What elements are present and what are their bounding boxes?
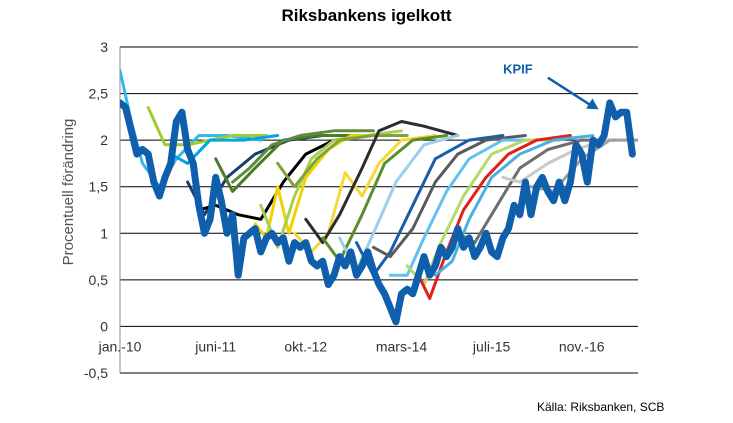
y-tick-label: -0,5: [84, 365, 108, 381]
y-tick-label: 3: [100, 39, 108, 55]
plot-area: [120, 68, 638, 326]
x-tick-label: nov.-16: [559, 338, 605, 354]
forecast-series-line: [304, 120, 460, 245]
y-tick-label: 0: [100, 318, 108, 334]
annotation-arrow-shaft: [547, 76, 594, 108]
x-tick-label: okt.-12: [284, 338, 327, 354]
kpif-series-line: [120, 99, 636, 326]
x-tick-label: juli-15: [472, 338, 511, 354]
chart-title: Riksbankens igelkott: [281, 6, 452, 25]
x-tick-label: mars-14: [376, 338, 428, 354]
forecast-series-line: [416, 134, 572, 300]
y-tick-label: 2,5: [89, 86, 109, 102]
forecast-series-line: [433, 134, 595, 277]
forecast-series-line: [371, 134, 527, 259]
x-tick-label: juni-11: [194, 338, 236, 354]
annotation-label: KPIF: [503, 62, 533, 77]
forecast-series-line: [276, 134, 409, 189]
forecast-series-line: [214, 134, 353, 193]
forecast-series-line: [169, 134, 280, 165]
y-axis-title: Procentuell förändring: [60, 119, 77, 266]
y-tick-label: 1: [100, 225, 108, 241]
forecast-series-line: [231, 129, 375, 184]
forecast-series-line: [146, 106, 268, 147]
y-tick-label: 0,5: [89, 272, 109, 288]
forecast-series-line: [456, 138, 617, 245]
x-tick-label: jan.-10: [98, 338, 142, 354]
forecast-series-line: [405, 138, 561, 286]
forecast-series-line: [120, 68, 263, 189]
forecast-series-line: [388, 138, 539, 277]
annotation-arrow-head: [586, 98, 599, 110]
y-tick-label: 2: [100, 132, 108, 148]
y-tick-label: 1,5: [89, 179, 109, 195]
source-note: Källa: Riksbanken, SCB: [537, 400, 665, 414]
forecast-series-line: [355, 134, 505, 277]
